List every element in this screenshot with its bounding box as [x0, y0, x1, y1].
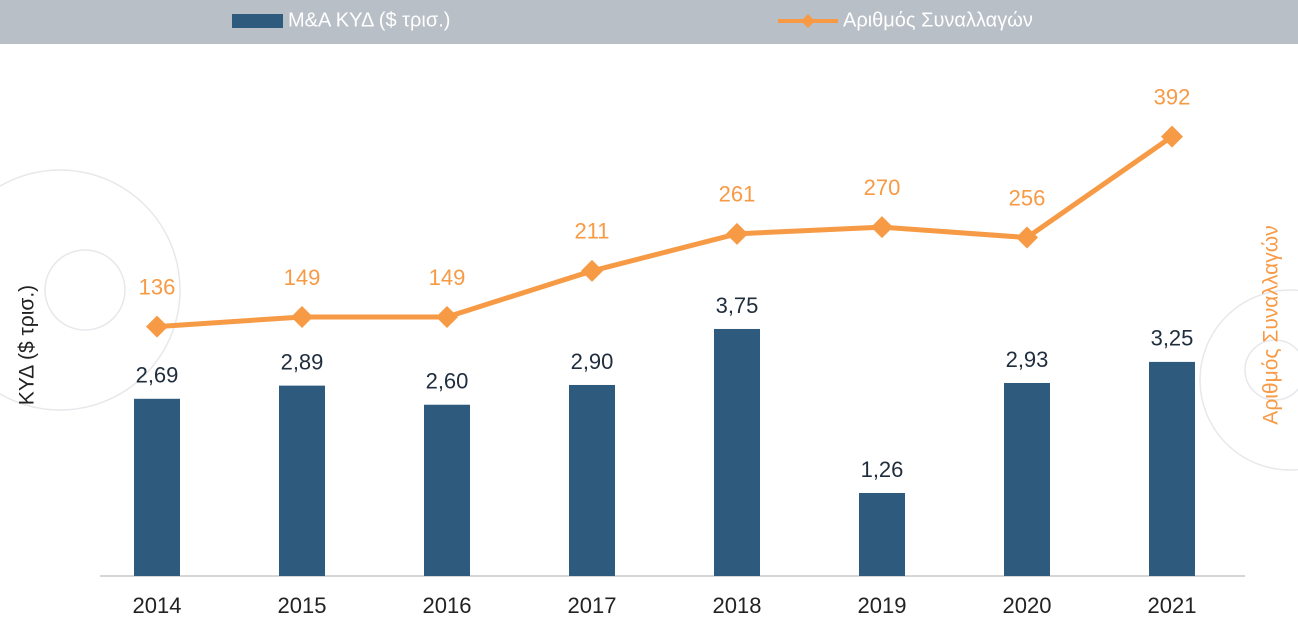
x-tick-label: 2019 [858, 593, 907, 618]
data-label: 211 [574, 219, 609, 244]
x-tick-label: 2014 [133, 593, 182, 618]
data-label: 149 [284, 265, 321, 290]
data-label: 2,69 [136, 363, 179, 388]
bar [569, 385, 615, 576]
decoration [0, 170, 1298, 470]
data-label: 392 [1154, 84, 1191, 109]
bar [134, 399, 180, 576]
x-tick-label: 2016 [423, 593, 472, 618]
line-marker [871, 216, 893, 238]
x-tick-label: 2021 [1148, 593, 1197, 618]
bar [1004, 383, 1050, 576]
bar [714, 329, 760, 576]
x-tick-label: 2018 [713, 593, 762, 618]
line-marker [581, 260, 603, 282]
data-label: 149 [429, 265, 466, 290]
bar [1149, 362, 1195, 576]
legend-label: Αριθμός Συναλλαγών [843, 9, 1033, 31]
data-label: 2,60 [426, 369, 469, 394]
data-label: 256 [1009, 185, 1046, 210]
line-marker [291, 306, 313, 328]
y2-axis-label: Αριθμός Συναλλαγών [1260, 225, 1283, 424]
bar [859, 493, 905, 576]
data-label: 2,89 [281, 349, 324, 374]
legend-swatch [232, 14, 283, 28]
data-label: 3,25 [1151, 326, 1194, 351]
line-marker [726, 223, 748, 245]
x-tick-label: 2017 [568, 593, 617, 618]
chart: ΚΥΔ ($ τρισ.) Αριθμός Συναλλαγών 2014 201… [0, 0, 1298, 626]
x-tick-label: 2015 [278, 593, 327, 618]
line-marker [146, 316, 168, 338]
y-axis-label: ΚΥΔ ($ τρισ.) [16, 285, 39, 405]
data-label: 2,90 [571, 349, 614, 374]
legend-label: M&A ΚΥΔ ($ τρισ.) [288, 9, 450, 31]
x-tick-label: 2020 [1003, 593, 1052, 618]
data-label: 3,75 [716, 293, 759, 318]
data-label: 2,93 [1006, 347, 1049, 372]
data-label: 1,26 [861, 457, 904, 482]
line [157, 137, 1172, 327]
data-label: 136 [139, 274, 176, 299]
bar [424, 405, 470, 576]
data-label: 261 [719, 182, 756, 207]
bar [279, 386, 325, 576]
line-marker [436, 306, 458, 328]
legend-band [0, 0, 1298, 44]
data-label: 270 [864, 175, 901, 200]
